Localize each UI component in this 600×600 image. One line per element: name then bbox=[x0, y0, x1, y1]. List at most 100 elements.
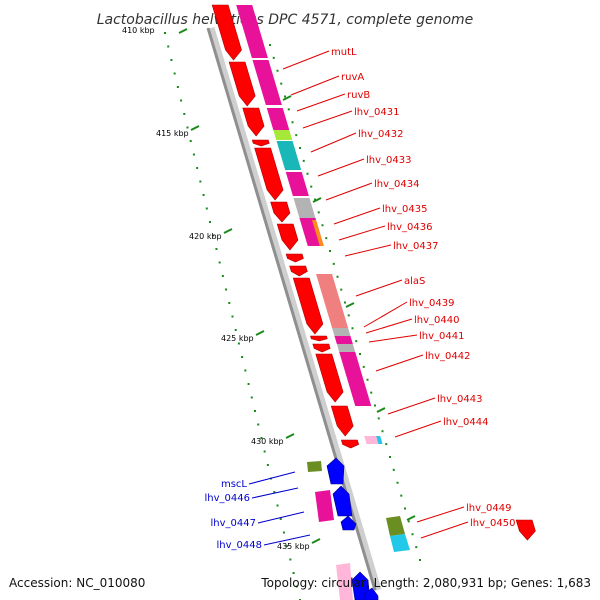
gene-label-mscl[interactable]: mscL bbox=[221, 479, 247, 490]
kbp-label-435: 435 kbp bbox=[277, 542, 310, 551]
kbp-tick bbox=[406, 515, 416, 521]
kbp-tick bbox=[282, 95, 292, 101]
gene-label-lhv-0437[interactable]: lhv_0437 bbox=[393, 241, 438, 252]
gene-label-lhv-0448[interactable]: lhv_0448 bbox=[217, 540, 262, 551]
gene-label-connector bbox=[375, 354, 424, 372]
gene-label-lhv-0434[interactable]: lhv_0434 bbox=[374, 179, 419, 190]
kbp-tick bbox=[345, 302, 355, 308]
cog-category-block bbox=[293, 198, 316, 218]
forward-gene-arrow bbox=[515, 519, 536, 541]
gc-tick-track bbox=[164, 28, 421, 600]
gene-label-lhv-0447[interactable]: lhv_0447 bbox=[211, 518, 256, 529]
kbp-tick bbox=[178, 28, 188, 34]
gene-label-connector bbox=[248, 471, 296, 485]
forward-gene-arrow bbox=[289, 265, 308, 277]
gene-label-connector bbox=[263, 534, 311, 546]
gene-label-connector bbox=[257, 511, 305, 524]
gene-label-connector bbox=[251, 487, 299, 499]
cog-category-block bbox=[285, 172, 309, 196]
gene-label-lhv-0449[interactable]: lhv_0449 bbox=[466, 503, 511, 514]
cog-category-block bbox=[266, 108, 290, 130]
forward-gene-arrow bbox=[310, 335, 328, 342]
cog-category-block bbox=[312, 220, 324, 246]
forward-gene-arrow bbox=[242, 107, 265, 137]
gene-labels-left: mscL lhv_0446 lhv_0447 lhv_0448 bbox=[205, 479, 262, 551]
kbp-label-425: 425 kbp bbox=[221, 334, 254, 343]
forward-gene-arrow bbox=[211, 4, 242, 61]
gene-label-lhv-0442[interactable]: lhv_0442 bbox=[425, 351, 470, 362]
kbp-label-420: 420 kbp bbox=[189, 232, 222, 241]
kbp-tick bbox=[311, 538, 321, 544]
forward-gene-arrow bbox=[340, 439, 360, 449]
gene-label-connector bbox=[290, 75, 340, 96]
cog-category-block bbox=[316, 274, 349, 328]
gene-label-connector bbox=[365, 318, 413, 334]
cog-category-block bbox=[273, 130, 293, 140]
gene-label-lhv-0433[interactable]: lhv_0433 bbox=[366, 155, 411, 166]
map-title: Lactobacillus helveticus DPC 4571, compl… bbox=[97, 12, 474, 28]
gene-features bbox=[211, 4, 536, 600]
gene-label-lhv-0450[interactable]: lhv_0450 bbox=[470, 518, 515, 529]
gene-label-lhv-0446[interactable]: lhv_0446 bbox=[205, 493, 250, 504]
gene-label-lhv-0436[interactable]: lhv_0436 bbox=[387, 222, 432, 233]
gene-label-connector bbox=[355, 279, 403, 297]
forward-gene-arrow bbox=[285, 253, 304, 263]
gene-label-connector bbox=[282, 50, 330, 70]
gene-label-lhv-0435[interactable]: lhv_0435 bbox=[382, 204, 427, 215]
reverse-gene-arrow bbox=[326, 457, 345, 485]
kbp-tick bbox=[285, 433, 295, 439]
gene-label-lhv-0441[interactable]: lhv_0441 bbox=[419, 331, 464, 342]
forward-gene-arrow bbox=[254, 147, 284, 201]
gene-label-connector bbox=[317, 158, 365, 177]
cog-category-block bbox=[299, 218, 324, 246]
gene-label-connector bbox=[296, 93, 346, 112]
gene-label-lines bbox=[248, 50, 469, 546]
cog-category-block bbox=[339, 352, 372, 406]
kbp-tick bbox=[312, 197, 322, 203]
cog-category-block bbox=[376, 436, 383, 444]
forward-gene-arrow bbox=[312, 343, 331, 353]
cog-category-block bbox=[386, 516, 405, 536]
gene-label-alas[interactable]: alaS bbox=[404, 276, 425, 287]
gene-label-ruvb[interactable]: ruvB bbox=[347, 90, 370, 101]
gene-label-mutl[interactable]: mutL bbox=[331, 47, 357, 58]
kbp-tick bbox=[376, 407, 386, 413]
kbp-label-415: 415 kbp bbox=[156, 129, 189, 138]
kbp-label-410: 410 kbp bbox=[122, 26, 155, 35]
reverse-gene-arrow bbox=[363, 587, 379, 600]
forward-gene-arrow bbox=[228, 61, 256, 107]
gene-label-connector bbox=[310, 132, 357, 153]
reverse-gene-arrow bbox=[340, 515, 357, 531]
gene-label-connector bbox=[387, 397, 436, 415]
gene-label-lhv-0431[interactable]: lhv_0431 bbox=[354, 107, 399, 118]
gene-label-connector bbox=[363, 301, 408, 328]
gene-label-lhv-0440[interactable]: lhv_0440 bbox=[414, 315, 459, 326]
forward-gene-arrow bbox=[292, 277, 324, 335]
gene-label-ruva[interactable]: ruvA bbox=[341, 72, 364, 83]
kbp-scale: 410 kbp 415 kbp 420 kbp 425 kbp 430 kbp … bbox=[122, 26, 310, 551]
gene-label-connector bbox=[420, 521, 469, 539]
gene-label-connector bbox=[394, 420, 442, 438]
gene-label-connector bbox=[333, 207, 381, 225]
cog-category-block bbox=[315, 490, 334, 522]
gene-label-lhv-0432[interactable]: lhv_0432 bbox=[358, 129, 403, 140]
forward-gene-arrow bbox=[251, 139, 270, 147]
gene-label-connector bbox=[302, 110, 353, 129]
forward-gene-arrow bbox=[315, 353, 344, 403]
cog-category-block bbox=[336, 344, 356, 352]
genome-summary-text: Topology: circular; Length: 2,080,931 bp… bbox=[260, 576, 591, 590]
forward-gene-arrow bbox=[330, 405, 354, 437]
cog-category-block bbox=[336, 563, 353, 600]
gene-label-connector bbox=[416, 506, 465, 523]
genome-backbone bbox=[206, 27, 382, 591]
gene-label-connector bbox=[338, 225, 386, 241]
gene-label-lhv-0439[interactable]: lhv_0439 bbox=[409, 298, 454, 309]
forward-gene-arrow bbox=[270, 201, 291, 223]
kbp-tick bbox=[190, 125, 200, 131]
cog-category-block bbox=[332, 328, 351, 336]
cog-category-block bbox=[390, 534, 410, 552]
gene-label-lhv-0444[interactable]: lhv_0444 bbox=[443, 417, 488, 428]
gene-label-lhv-0443[interactable]: lhv_0443 bbox=[437, 394, 482, 405]
accession-text: Accession: NC_010080 bbox=[9, 576, 145, 590]
